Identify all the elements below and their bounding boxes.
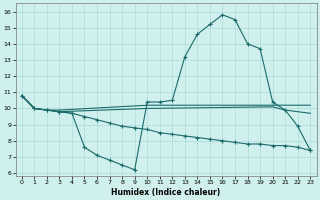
X-axis label: Humidex (Indice chaleur): Humidex (Indice chaleur) (111, 188, 221, 197)
